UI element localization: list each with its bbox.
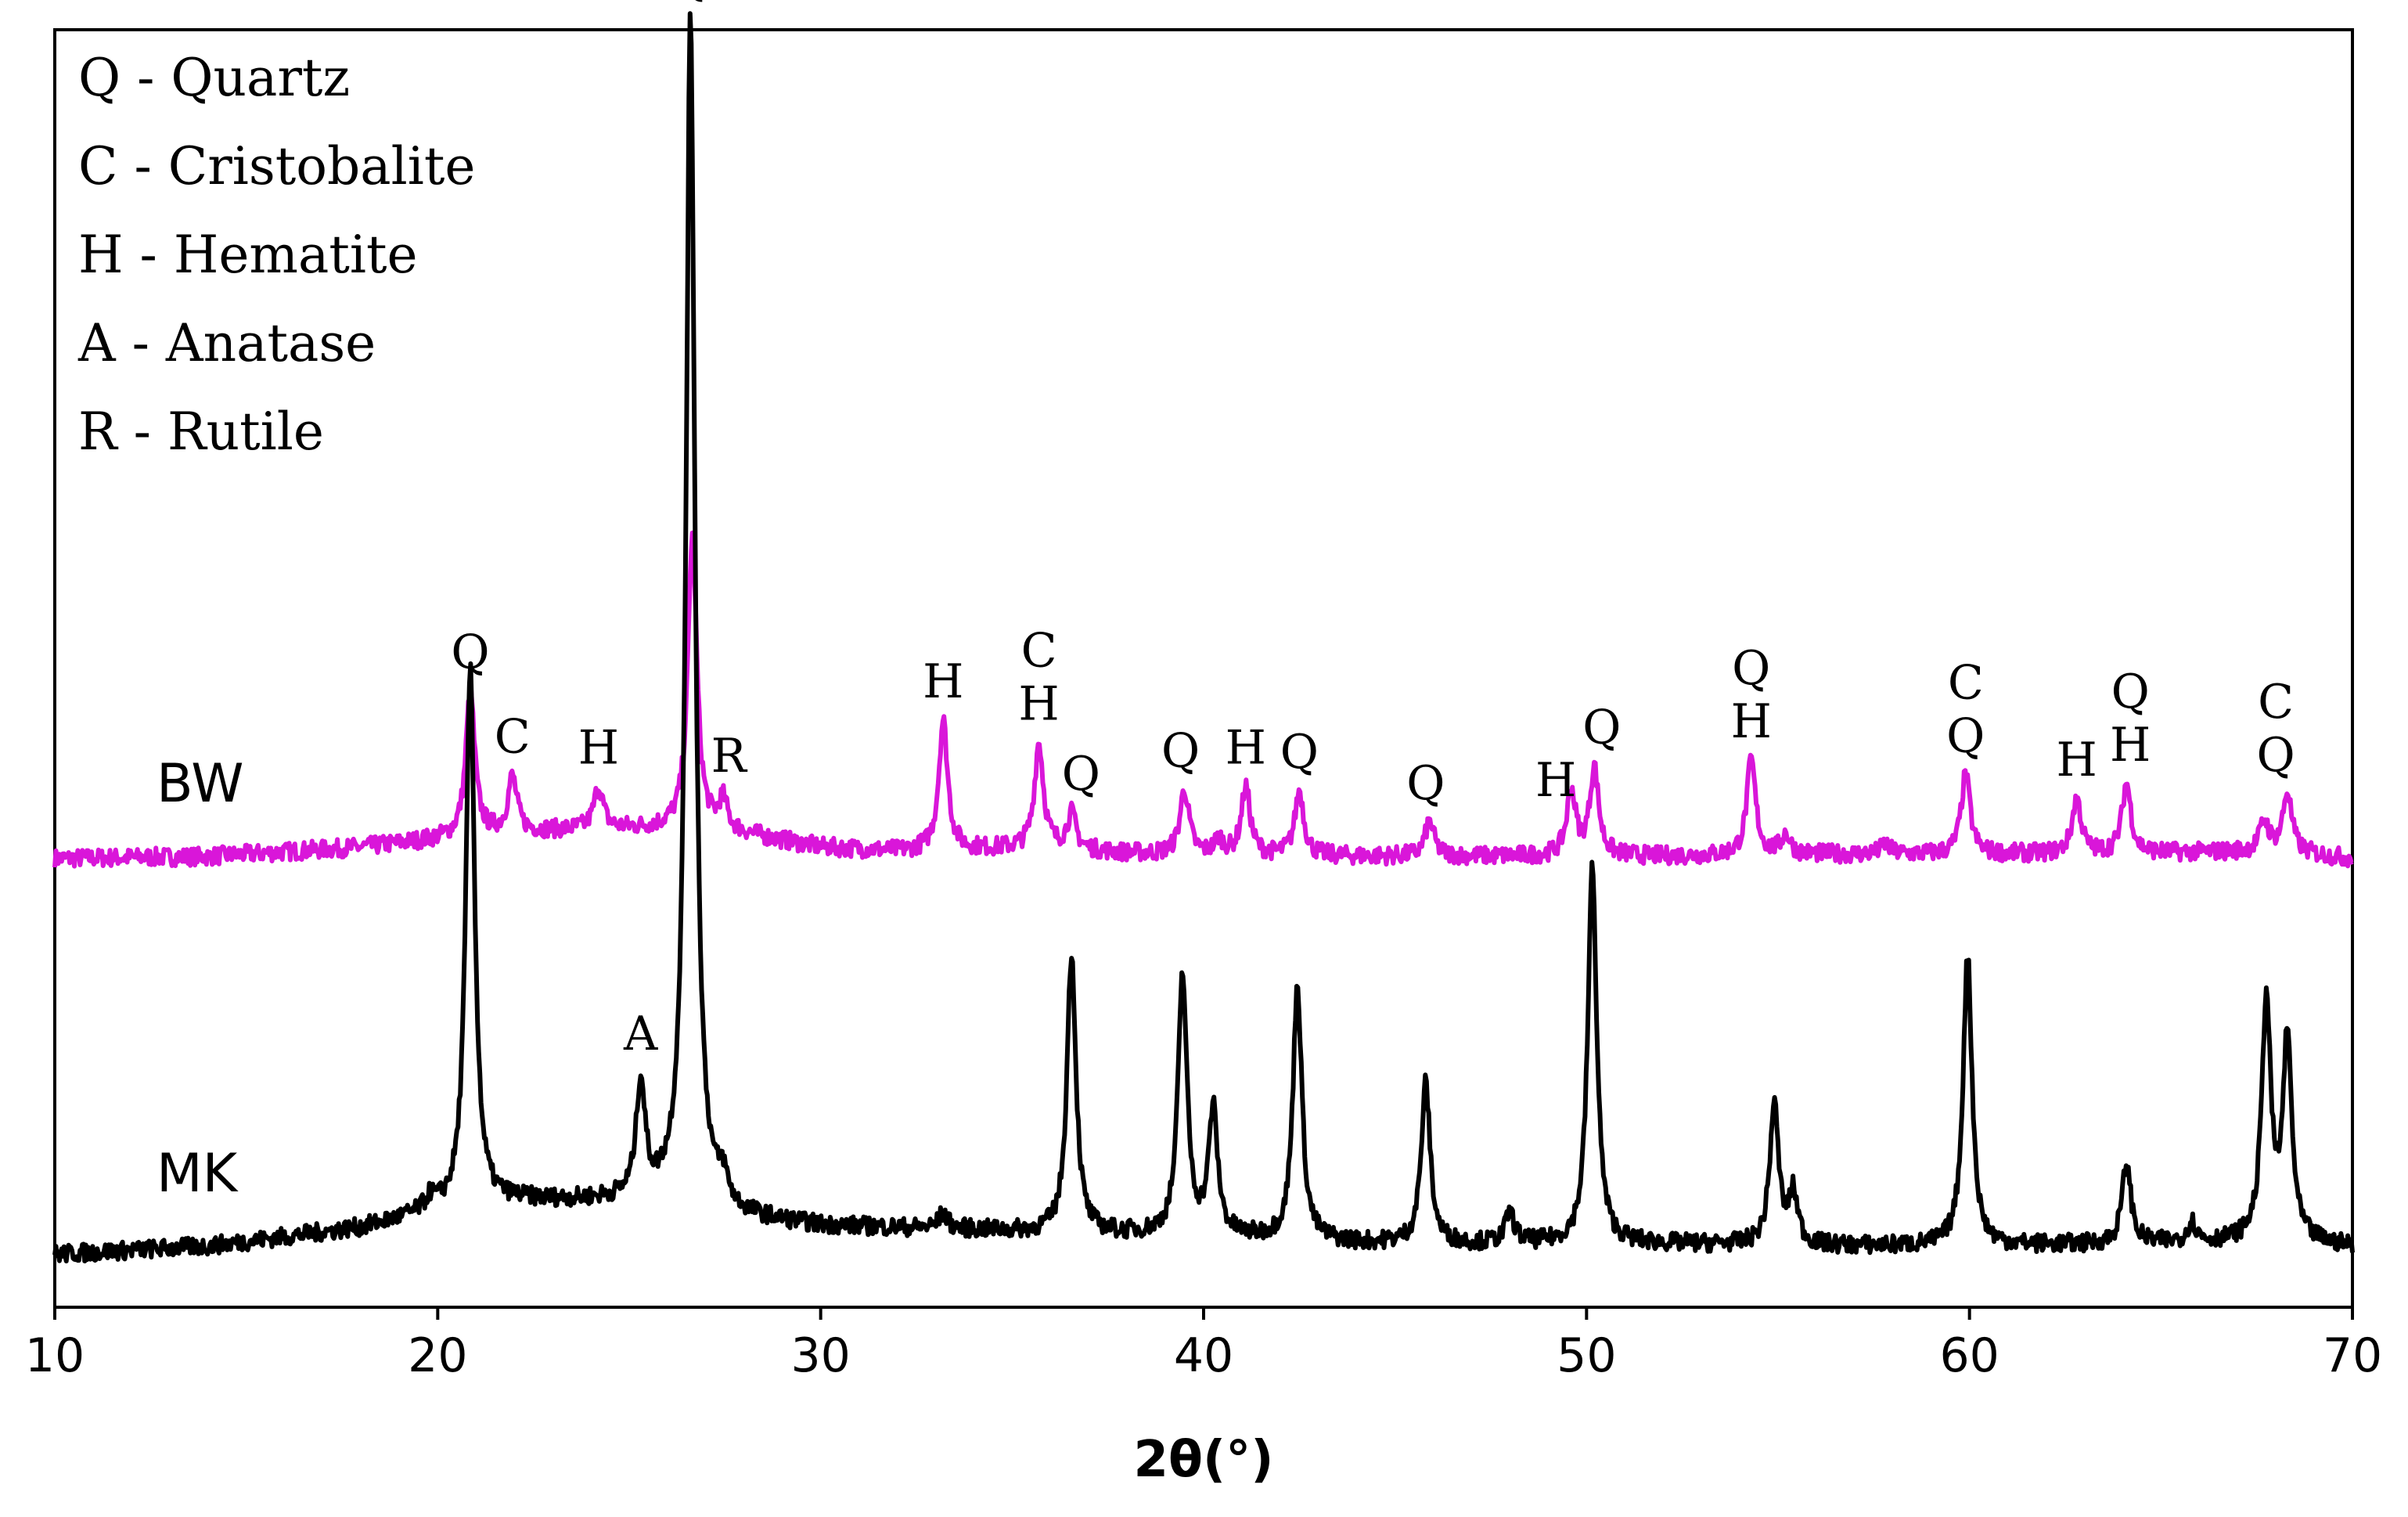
peak-annotation: Q: [671, 0, 710, 6]
series-line-mk: [52, 11, 2355, 1263]
x-axis-title: 2θ(°): [1134, 1431, 1274, 1489]
peak-annotation: Q: [1062, 747, 1100, 802]
x-tick-label-10: 10: [25, 1328, 85, 1383]
peak-annotation: A: [623, 1007, 658, 1061]
x-tick-label-30: 30: [790, 1328, 850, 1383]
peak-annotation: H: [2057, 733, 2097, 787]
legend-entry: C - Cristobalite: [78, 136, 475, 196]
peak-annotation: H: [578, 721, 619, 776]
plot-frame: [53, 28, 2354, 1309]
peak-annotation: Q: [1582, 700, 1621, 755]
peak-annotation: Q: [1406, 756, 1445, 811]
series-line-bw: [52, 530, 2354, 869]
series-layer: [52, 11, 2355, 1263]
series-label-bw: BW: [157, 753, 243, 815]
peak-annotation: C: [495, 710, 531, 765]
peak-annotation: Q: [1280, 725, 1319, 780]
peak-annotation: R: [711, 729, 748, 784]
legend-entry: A - Anatase: [77, 313, 376, 373]
peak-annotation: Q: [451, 625, 489, 679]
x-axis: 10 20 30 40 50 60 70: [25, 1307, 2382, 1383]
legend: Q - Quartz C - Cristobalite H - Hematite A …: [77, 48, 475, 462]
x-tick-label-50: 50: [1557, 1328, 1616, 1383]
legend-entry: Q - Quartz: [78, 48, 350, 108]
peak-annotation: H: [923, 654, 963, 709]
peak-annotations: QAQCHRHCHQQHQQHQQHCQHQHCQ: [451, 0, 2295, 1061]
series-label-mk: MK: [157, 1143, 239, 1205]
legend-entry: R - Rutile: [78, 402, 324, 462]
peak-annotation: H: [1226, 721, 1266, 776]
x-tick-label-40: 40: [1174, 1328, 1233, 1383]
peak-annotation: H: [1535, 753, 1576, 808]
peak-annotation: Q: [1161, 724, 1200, 779]
x-tick-label-60: 60: [1939, 1328, 1999, 1383]
x-tick-label-70: 70: [2323, 1328, 2382, 1383]
legend-entry: H - Hematite: [78, 225, 418, 285]
x-tick-label-20: 20: [408, 1328, 467, 1383]
